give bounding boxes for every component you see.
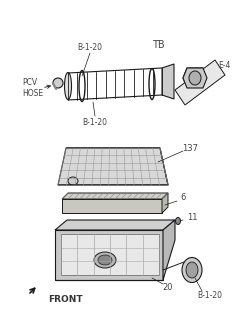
Polygon shape	[162, 64, 174, 99]
Text: E-4: E-4	[218, 60, 230, 69]
Text: 137: 137	[182, 143, 198, 153]
Text: B-1-20: B-1-20	[197, 291, 223, 300]
Text: B-1-20: B-1-20	[77, 43, 103, 52]
Polygon shape	[62, 193, 168, 199]
Polygon shape	[183, 68, 207, 88]
Ellipse shape	[68, 177, 78, 185]
Polygon shape	[55, 220, 175, 230]
Text: 20: 20	[163, 284, 173, 292]
Ellipse shape	[189, 71, 201, 85]
Text: 11: 11	[187, 213, 197, 222]
Polygon shape	[162, 193, 168, 213]
Text: 6: 6	[180, 194, 186, 203]
Ellipse shape	[53, 78, 63, 88]
Ellipse shape	[189, 71, 201, 85]
Polygon shape	[61, 234, 159, 275]
Ellipse shape	[176, 218, 181, 225]
Ellipse shape	[64, 73, 71, 100]
Polygon shape	[62, 199, 162, 213]
Text: FRONT: FRONT	[48, 294, 83, 303]
Polygon shape	[55, 230, 163, 280]
Ellipse shape	[98, 255, 112, 265]
Text: TB: TB	[152, 40, 164, 50]
Polygon shape	[183, 68, 207, 88]
Text: PCV
HOSE: PCV HOSE	[22, 78, 43, 98]
Text: B-1-20: B-1-20	[82, 117, 108, 126]
Ellipse shape	[94, 252, 116, 268]
Ellipse shape	[182, 258, 202, 283]
Polygon shape	[175, 60, 225, 105]
Polygon shape	[58, 148, 168, 185]
Ellipse shape	[186, 262, 198, 278]
Polygon shape	[163, 220, 175, 280]
